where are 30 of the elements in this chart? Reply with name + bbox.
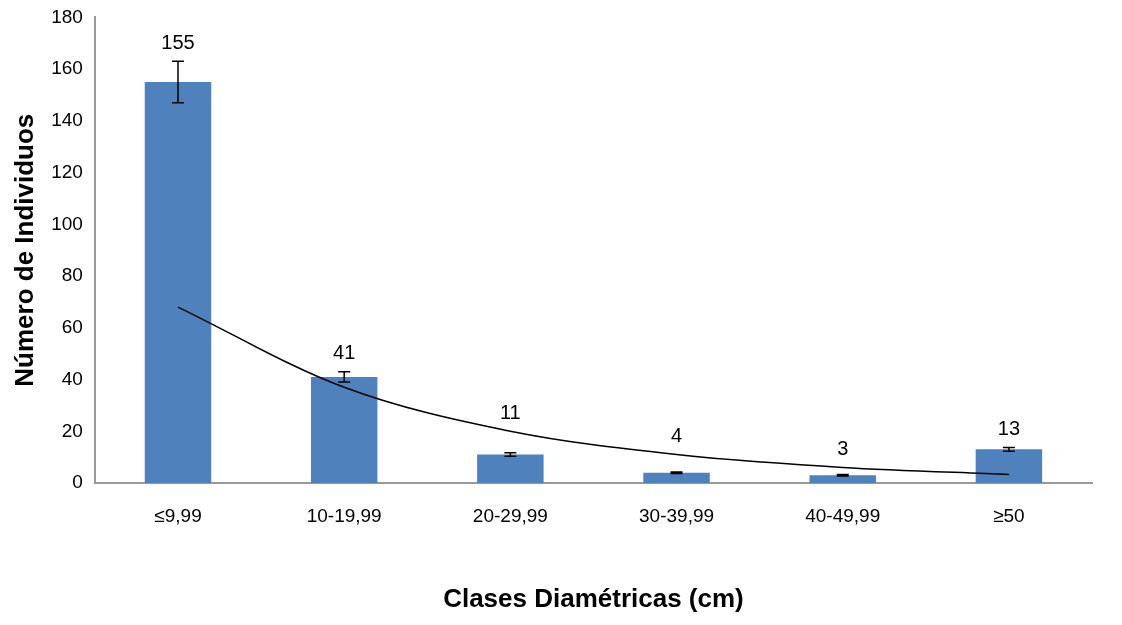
y-tick-label: 180 bbox=[51, 5, 83, 27]
y-tick-label: 60 bbox=[61, 316, 83, 338]
y-tick-label: 140 bbox=[51, 109, 83, 131]
y-tick-label: 160 bbox=[51, 57, 83, 79]
data-label: 11 bbox=[499, 400, 521, 423]
x-tick-label: ≤9,99 bbox=[154, 504, 202, 526]
data-label: 155 bbox=[161, 30, 195, 53]
x-tick-label: 40-49,99 bbox=[805, 504, 881, 526]
bar bbox=[643, 472, 710, 483]
y-tick-label: 100 bbox=[51, 212, 83, 234]
bar bbox=[144, 82, 212, 483]
x-tick-label: 20-29,99 bbox=[472, 504, 548, 526]
y-tick-label: 120 bbox=[51, 160, 83, 182]
bar bbox=[975, 449, 1043, 483]
y-tick-label: 80 bbox=[61, 264, 83, 286]
x-tick-label: ≥50 bbox=[993, 504, 1025, 526]
bar bbox=[310, 376, 378, 483]
y-axis-title: Número de Individuos bbox=[8, 113, 39, 387]
y-tick-label: 20 bbox=[61, 419, 83, 441]
data-label: 41 bbox=[333, 341, 356, 364]
x-tick-label: 30-39,99 bbox=[639, 504, 715, 526]
data-label: 4 bbox=[670, 424, 683, 447]
x-tick-label: 10-19,99 bbox=[306, 504, 382, 526]
bar bbox=[809, 475, 876, 483]
data-label: 13 bbox=[997, 417, 1021, 440]
bar bbox=[477, 454, 544, 483]
y-tick-label: 40 bbox=[61, 367, 83, 389]
y-tick-label: 0 bbox=[72, 471, 83, 493]
data-label: 3 bbox=[837, 437, 849, 459]
x-axis-title: Clases Diamétricas (cm) bbox=[443, 582, 744, 613]
